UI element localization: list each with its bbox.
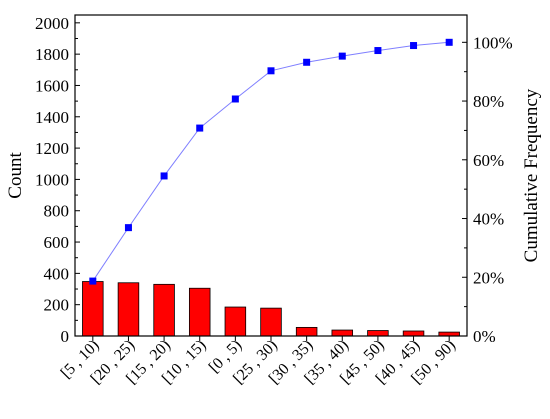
cumulative-point-7	[338, 52, 346, 60]
left-tick-label-7: 1400	[35, 108, 69, 127]
cumulative-point-3	[196, 124, 204, 132]
cumulative-line-layer	[89, 38, 453, 285]
left-tick-label-2: 400	[44, 264, 70, 283]
bars-layer	[82, 281, 460, 337]
left-tick-label-3: 600	[44, 233, 70, 252]
cumulative-point-9	[410, 42, 418, 50]
axes-layer	[74, 14, 468, 341]
cumulative-point-4	[231, 95, 239, 103]
right-tick-label-5: 100%	[473, 33, 513, 52]
bar-6	[295, 326, 318, 337]
bar-9	[402, 330, 425, 337]
bar-5	[260, 307, 282, 337]
cumulative-point-2	[160, 172, 168, 180]
left-tick-label-5: 1000	[35, 170, 69, 189]
cumulative-point-8	[374, 47, 382, 55]
bar-3	[188, 287, 211, 337]
cumulative-line	[92, 41, 450, 282]
left-tick-label-6: 1200	[35, 139, 69, 158]
cumulative-point-6	[303, 58, 311, 66]
left-tick-label-1: 200	[44, 296, 70, 315]
left-tick-label-9: 1800	[35, 45, 69, 64]
labels-layer: 0 200 400 600 800 1000 1200 1400 1600 1800 2000 0% 2…	[5, 14, 542, 388]
y-axis-right-title: Cumulative Frequency	[521, 88, 542, 262]
bar-2	[153, 283, 175, 337]
right-tick-label-2: 40%	[473, 210, 504, 229]
bar-4	[224, 306, 247, 337]
right-tick-label-4: 80%	[473, 92, 504, 111]
left-tick-label-10: 2000	[35, 14, 69, 33]
cumulative-point-5	[267, 67, 275, 75]
left-tick-label-8: 1600	[35, 76, 69, 95]
bar-8	[367, 330, 389, 337]
cumulative-point-1	[124, 224, 132, 232]
right-tick-label-0: 0%	[473, 327, 496, 346]
cumulative-point-0	[89, 277, 97, 285]
right-tick-label-1: 20%	[473, 268, 504, 287]
y-axis-title: Count	[5, 152, 26, 199]
left-tick-label-0: 0	[61, 327, 70, 346]
bar-1	[117, 282, 140, 337]
left-tick-label-4: 800	[44, 202, 70, 221]
cumulative-point-10	[445, 38, 453, 46]
bar-0	[82, 281, 104, 337]
right-tick-label-3: 60%	[473, 151, 504, 170]
bar-7	[331, 329, 354, 337]
